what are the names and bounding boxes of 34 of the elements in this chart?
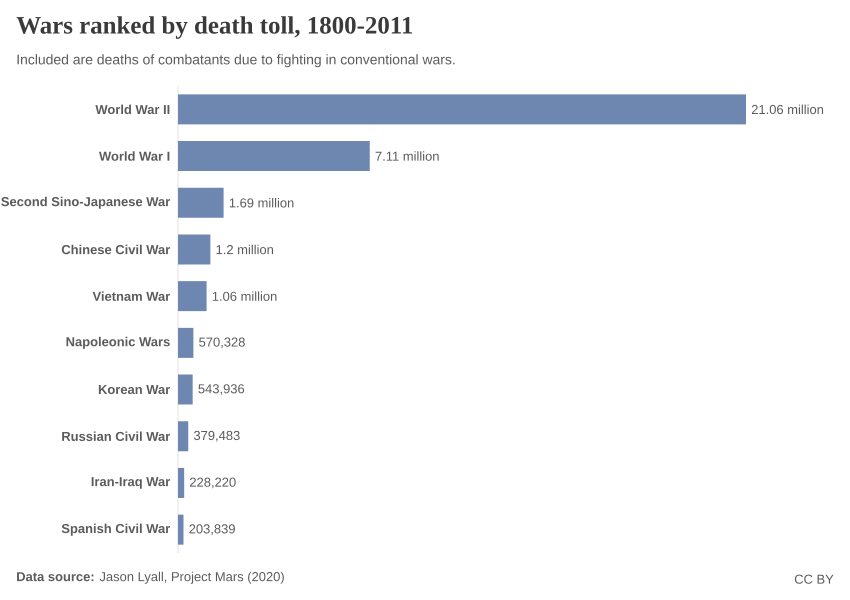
text: Data source: Jason Lyall, Project Mars (2020) — [17, 572, 284, 584]
data-label: 203,839 — [189, 524, 235, 536]
y-tick-label: Napoleonic Wars — [66, 336, 170, 349]
data-label: 228,220 — [190, 478, 236, 488]
bar — [178, 468, 184, 498]
y-tick-label: Second Sino-Japanese War — [1, 196, 170, 209]
data-label: 543,936 — [198, 384, 244, 395]
chart-subtitle: Included are deaths of combatants due to fighting in conventional wars. — [17, 54, 454, 68]
y-tick-label: World War I — [99, 151, 170, 161]
bar — [178, 421, 188, 452]
y-tick-label: Spanish Civil War — [62, 524, 170, 536]
data-label: 21.06 million — [752, 104, 824, 114]
bar — [178, 374, 193, 405]
bar — [178, 94, 746, 124]
data-label: 1.2 million — [216, 244, 274, 254]
bar — [178, 328, 194, 358]
bar — [178, 514, 184, 545]
text: CC BY — [794, 574, 834, 584]
bar — [178, 234, 210, 264]
bar — [178, 188, 224, 218]
data-label: 1.06 million — [212, 291, 276, 301]
data-label: 1.69 million — [230, 198, 294, 208]
y-tick-label: Korean War — [98, 385, 170, 394]
bar — [178, 141, 370, 172]
data-label: 7.11 million — [376, 151, 439, 161]
data-label: 570,328 — [199, 338, 245, 348]
y-tick-label: World War II — [95, 104, 170, 114]
chart-title: Wars ranked by death toll, 1800-2011 — [16, 16, 412, 39]
y-tick-label: Chinese Civil War — [62, 244, 170, 254]
y-tick-label: Iran-Iraq War — [92, 477, 170, 489]
bar — [178, 281, 207, 312]
data-label: 379,483 — [194, 430, 240, 442]
y-tick-label: Vietnam War — [92, 291, 170, 301]
y-tick-label: Russian Civil War — [62, 431, 170, 442]
